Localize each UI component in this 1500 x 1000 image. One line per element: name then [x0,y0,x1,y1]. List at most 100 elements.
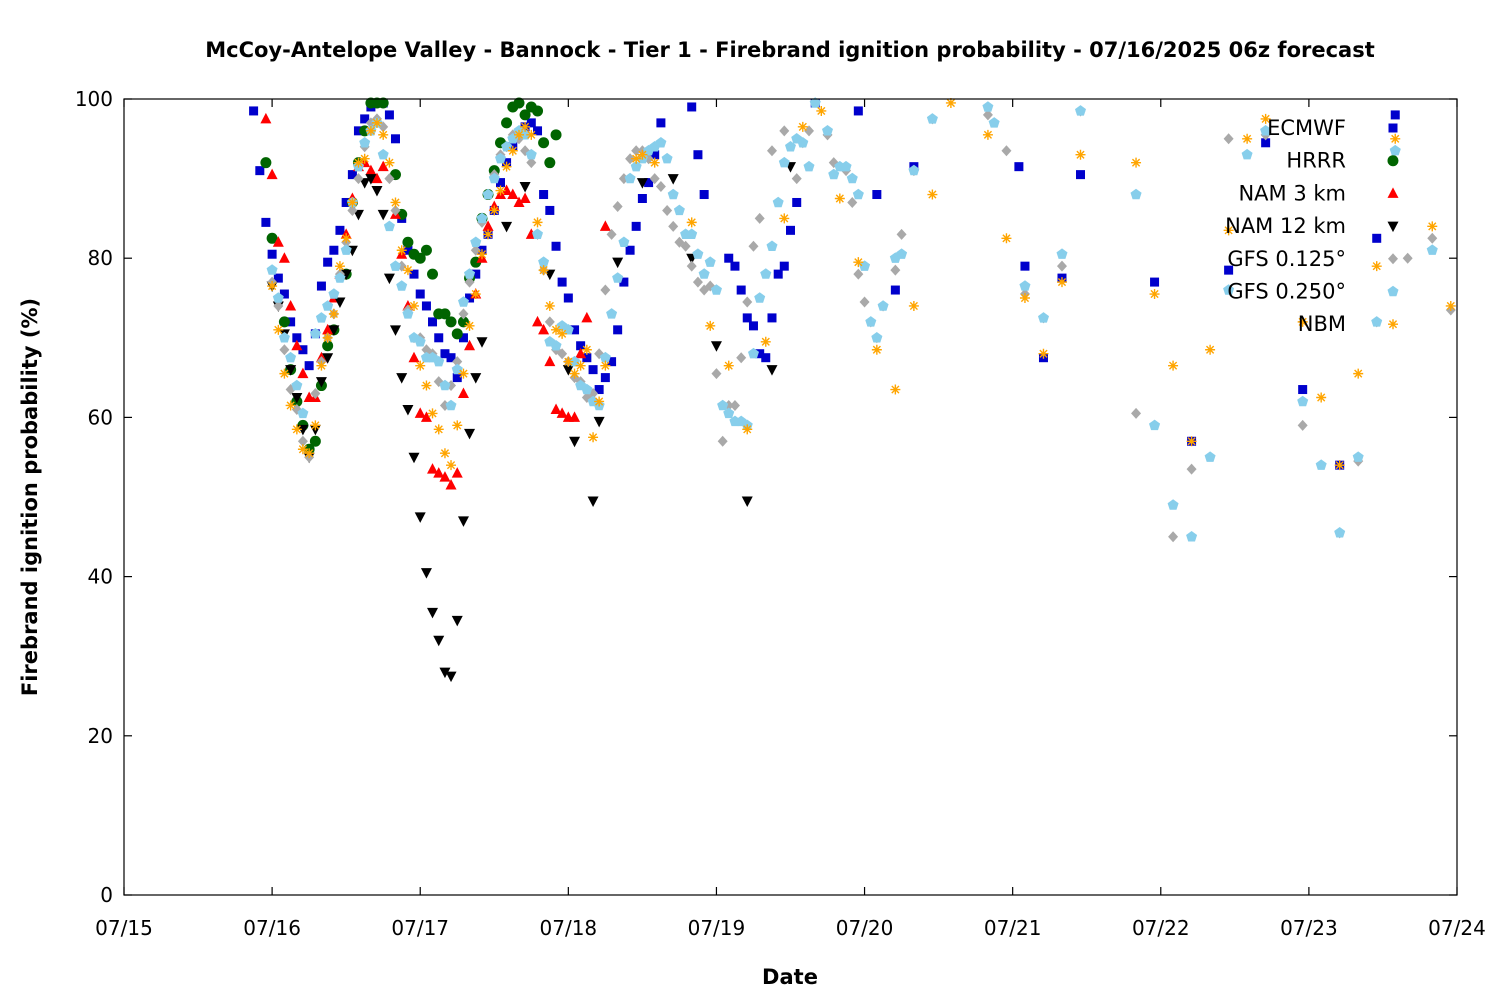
data-point [414,407,426,418]
data-point [619,277,629,287]
data-point [297,435,308,447]
data-point [304,361,314,371]
data-point [353,157,364,168]
x-tick-label: 07/15 [95,916,153,940]
x-tick-label: 07/23 [1280,916,1338,940]
data-point [1371,261,1382,272]
data-point [519,182,531,193]
data-point [1297,419,1308,431]
legend-label: NAM 12 km [1225,214,1346,238]
data-point [482,220,494,231]
data-point [606,308,618,319]
data-point [1056,277,1067,288]
data-point [766,365,778,376]
series-layer [249,97,1456,683]
data-point [285,365,297,376]
data-point [328,308,339,319]
legend: ECMWF HRRR NAM 3 km NAM 12 km GFS 0.125° GFS … [1225,116,1399,336]
data-point [279,344,290,356]
data-point [471,269,481,279]
data-point [582,353,592,363]
data-point [1001,145,1012,157]
data-point [630,160,642,172]
data-point [273,300,284,312]
y-tick-label: 60 [88,405,113,429]
data-point [551,241,561,251]
data-point [278,332,290,343]
data-point [297,424,309,436]
data-point [297,407,309,419]
data-point [1001,233,1012,244]
data-point [791,173,802,185]
data-point [513,97,525,109]
data-point [464,320,475,331]
data-point [278,252,290,263]
data-point [766,145,777,157]
data-point [1075,149,1086,160]
data-point [507,188,519,200]
data-point [297,367,309,379]
data-point [1223,133,1234,145]
data-point [347,197,358,208]
data-point [451,467,463,478]
data-point [576,341,586,351]
data-point [1241,148,1253,160]
data-point [266,232,278,244]
data-point [872,190,882,200]
data-point [748,347,759,359]
y-tick-label: 100 [75,87,113,111]
data-point [926,113,938,124]
data-point [859,296,870,308]
legend-marker [1388,253,1398,265]
data-point [464,428,476,440]
data-point [482,188,494,200]
data-point [359,178,371,189]
data-point [384,157,395,168]
data-point [847,196,858,208]
data-point [1076,170,1086,180]
data-point [1426,244,1438,255]
data-point [304,448,315,459]
x-tick-label: 07/24 [1428,916,1486,940]
data-point [328,288,340,299]
data-point [341,233,352,244]
data-point [458,308,469,320]
data-point [748,321,758,331]
data-point [403,245,413,255]
data-point [908,300,919,311]
data-point [526,129,537,140]
chart-title: McCoy-Antelope Valley - Bannock - Tier 1… [205,38,1375,62]
data-point [538,265,549,276]
data-point [754,212,765,224]
data-point [501,117,513,129]
data-point [761,353,771,363]
data-point [414,252,426,264]
data-point [334,261,345,272]
data-point [686,217,697,228]
data-point [834,193,845,204]
data-point [988,117,1000,128]
data-point [501,184,513,196]
data-point [273,324,284,335]
data-point [1131,157,1142,168]
data-point [581,344,592,355]
data-point [890,285,900,295]
data-point [779,125,790,137]
data-point [1390,110,1400,120]
data-point [285,299,297,311]
data-point [785,141,796,152]
legend-item-gfs-0-125: GFS 0.125° [1227,247,1398,271]
data-point [434,333,444,343]
data-point [291,339,303,351]
data-point [278,316,290,328]
data-point [433,424,444,435]
data-point [649,173,660,185]
data-point [890,384,901,395]
data-point [1186,531,1198,542]
data-point [908,164,920,176]
data-point [1186,463,1197,475]
data-point [600,284,611,296]
data-point [699,190,709,200]
data-point [1020,261,1030,271]
data-point [464,339,476,351]
